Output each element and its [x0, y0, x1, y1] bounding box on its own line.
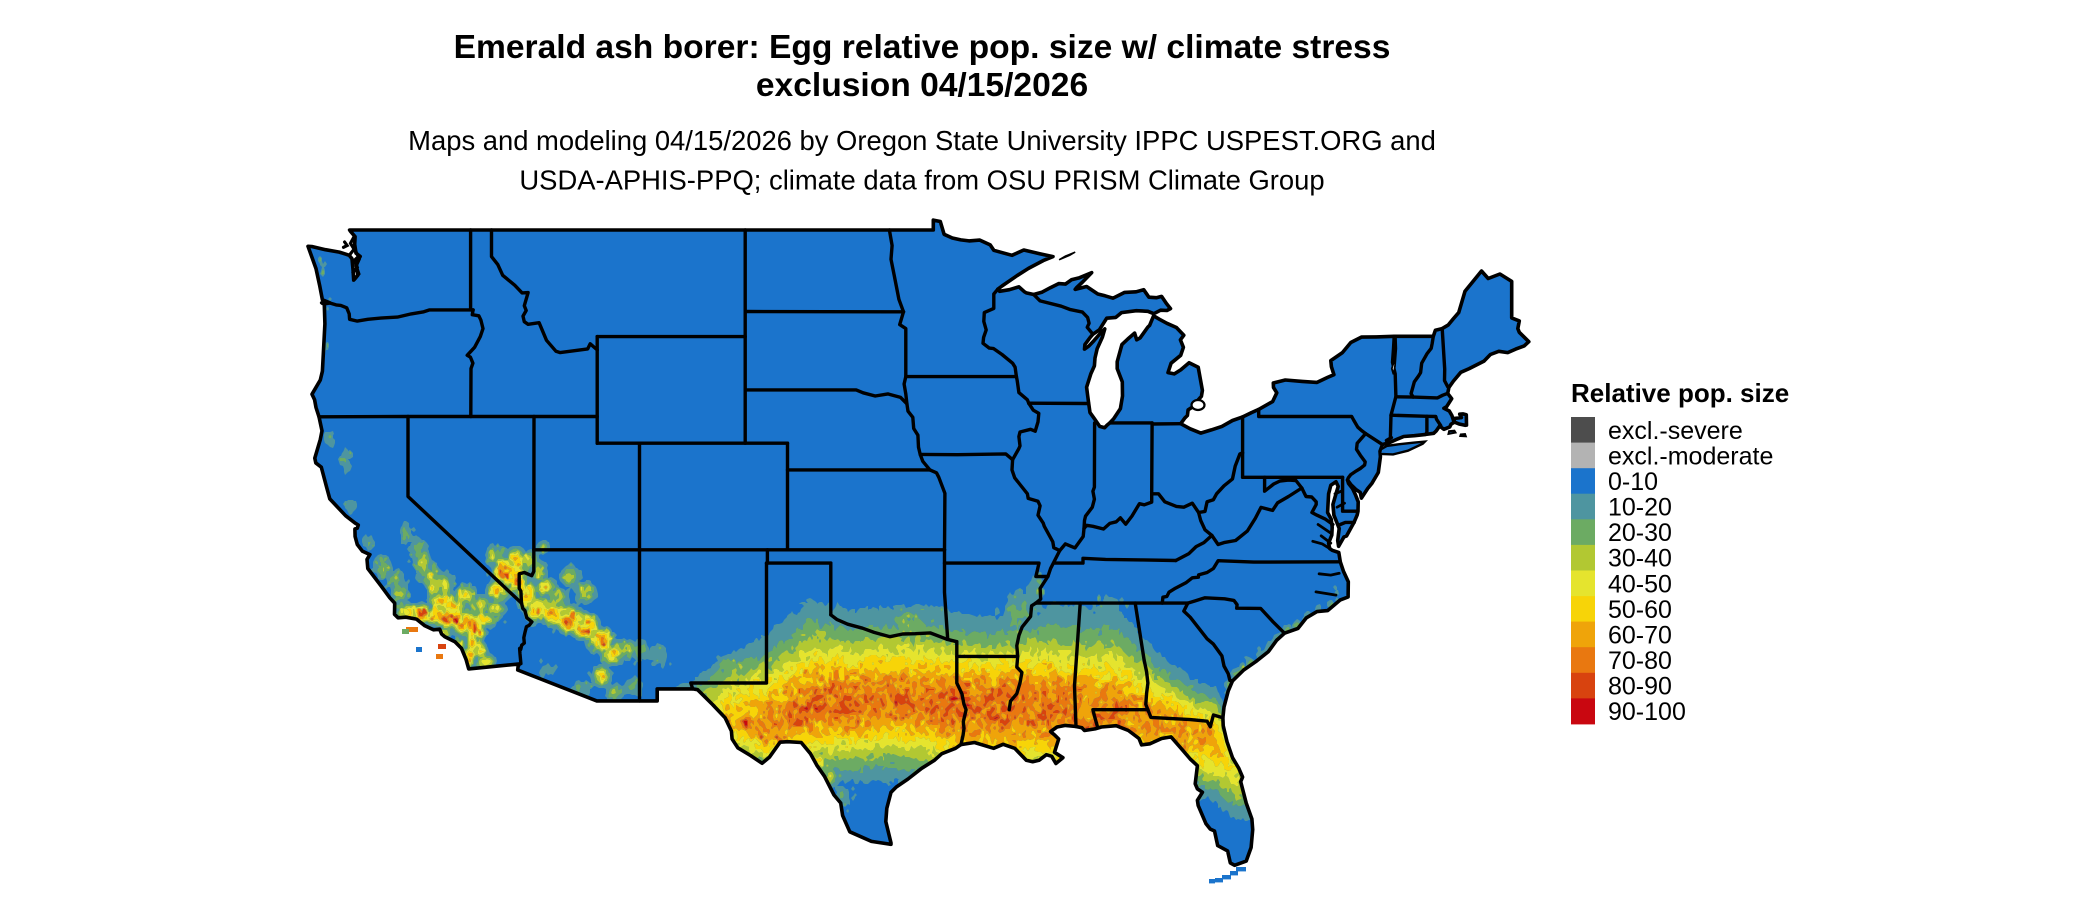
svg-text:80-90: 80-90	[1608, 673, 1672, 701]
svg-text:0-10: 0-10	[1608, 468, 1658, 496]
svg-text:10-20: 10-20	[1608, 494, 1672, 522]
svg-text:exclusion 04/15/2026: exclusion 04/15/2026	[756, 67, 1088, 104]
svg-text:30-40: 30-40	[1608, 545, 1672, 573]
svg-text:40-50: 40-50	[1608, 570, 1672, 598]
svg-text:excl.-severe: excl.-severe	[1608, 417, 1743, 445]
svg-text:70-80: 70-80	[1608, 647, 1672, 675]
svg-text:Relative pop. size: Relative pop. size	[1571, 378, 1789, 408]
svg-text:excl.-moderate: excl.-moderate	[1608, 442, 1773, 470]
svg-text:60-70: 60-70	[1608, 621, 1672, 649]
svg-text:50-60: 50-60	[1608, 596, 1672, 624]
svg-text:20-30: 20-30	[1608, 519, 1672, 547]
svg-text:Maps and modeling 04/15/2026 b: Maps and modeling 04/15/2026 by Oregon S…	[408, 125, 1436, 156]
svg-text:Emerald ash borer: Egg relativ: Emerald ash borer: Egg relative pop. siz…	[454, 29, 1391, 66]
svg-text:90-100: 90-100	[1608, 698, 1686, 726]
svg-text:USDA-APHIS-PPQ; climate data f: USDA-APHIS-PPQ; climate data from OSU PR…	[519, 164, 1324, 195]
